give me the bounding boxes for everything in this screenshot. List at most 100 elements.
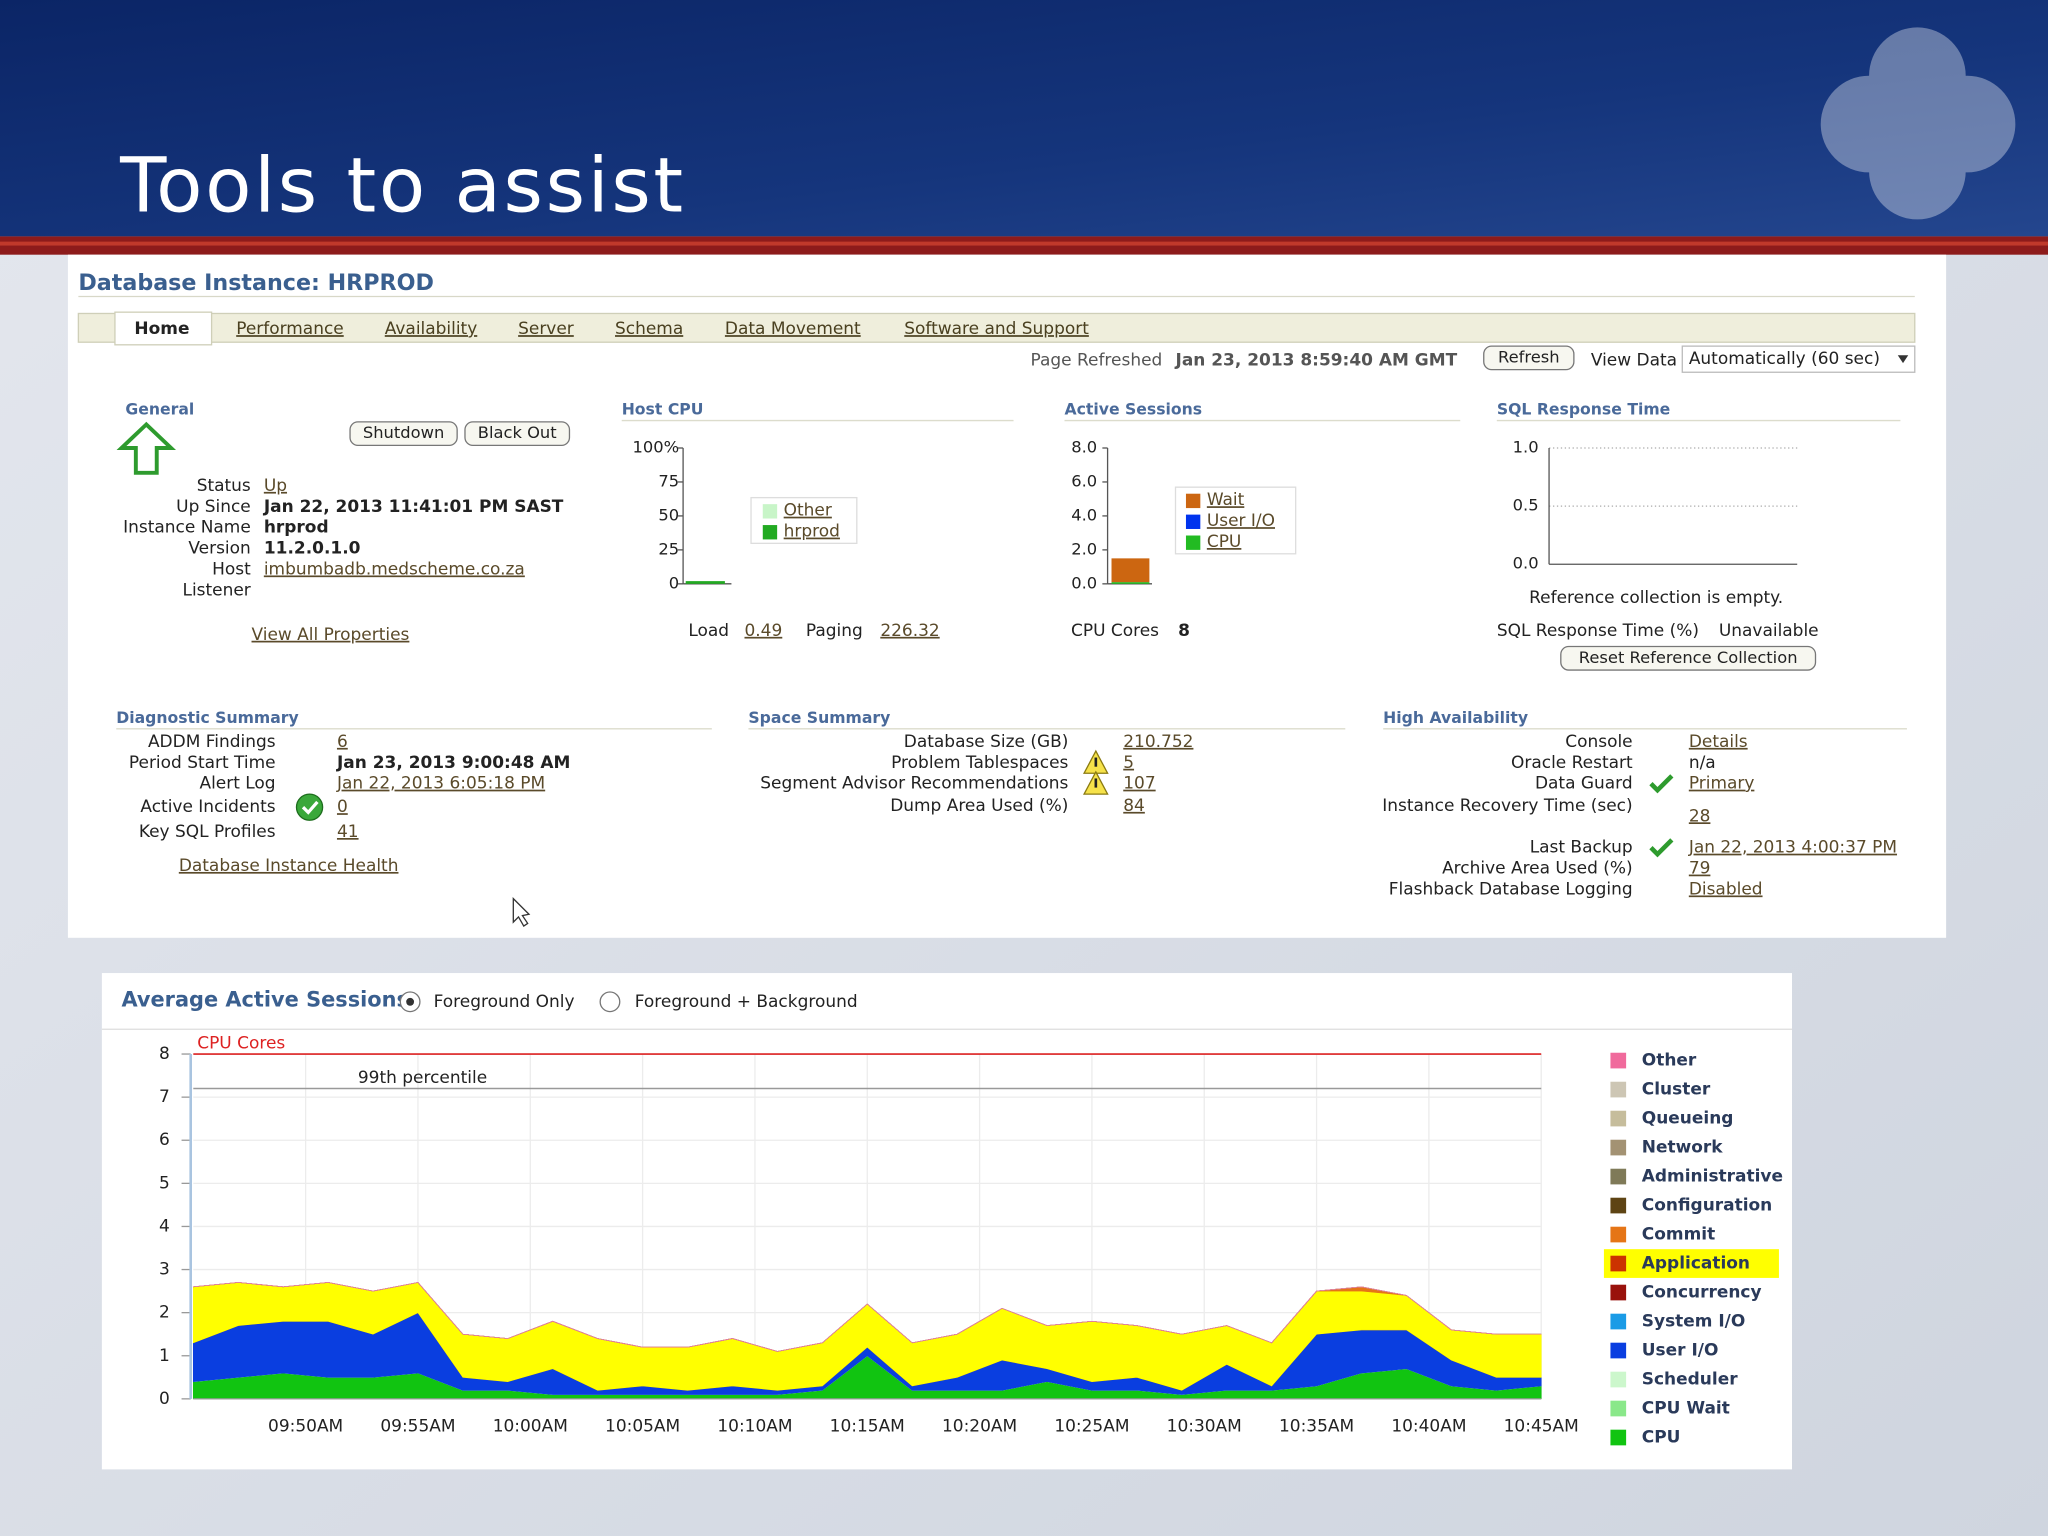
field-label: Oracle Restart xyxy=(1511,753,1633,773)
legend-label: Other xyxy=(1642,1051,1697,1071)
legend-label: Concurrency xyxy=(1642,1283,1762,1303)
legend-label: Network xyxy=(1642,1138,1724,1158)
field-value[interactable]: Jan 22, 2013 6:05:18 PM xyxy=(336,774,545,794)
legend-swatch xyxy=(1610,1342,1627,1359)
health-link[interactable]: Database Instance Health xyxy=(179,856,399,876)
legend-label[interactable]: CPU xyxy=(1207,532,1242,552)
reset-button-label: Reset Reference Collection xyxy=(1579,648,1798,667)
y-tick-label: 1 xyxy=(159,1346,170,1366)
status-up-icon xyxy=(116,421,177,475)
shutdown-button-label: Shutdown xyxy=(363,423,444,442)
field-label: Database Size (GB) xyxy=(904,732,1069,752)
tab[interactable]: Software and Support xyxy=(904,319,1089,339)
legend-swatch xyxy=(1610,1255,1627,1272)
logo-circle xyxy=(1820,75,1918,173)
y-tick-label: 2.0 xyxy=(1071,539,1097,558)
load-label: Load xyxy=(688,621,729,641)
legend-swatch xyxy=(1610,1168,1627,1185)
logo-circle xyxy=(1869,27,1966,125)
load-value[interactable]: 0.49 xyxy=(744,621,782,641)
banner xyxy=(0,0,2048,237)
cpu-cores-label: CPU Cores xyxy=(1071,621,1159,641)
refresh-button-label: Refresh xyxy=(1498,347,1560,366)
field-label: Archive Area Used (%) xyxy=(1442,859,1633,879)
reset-button[interactable] xyxy=(1560,645,1817,671)
field-value[interactable]: Primary xyxy=(1689,774,1755,794)
bar-segment xyxy=(685,581,725,584)
view-data-value: Automatically (60 sec) xyxy=(1689,349,1880,369)
field-label: ADDM Findings xyxy=(148,732,276,752)
refresh-button[interactable] xyxy=(1483,345,1575,371)
reference-label: CPU Cores xyxy=(197,1034,285,1054)
paging-label: Paging xyxy=(806,621,863,641)
field-value[interactable]: 5 xyxy=(1123,753,1134,773)
legend-label: CPU Wait xyxy=(1642,1399,1730,1419)
tab[interactable]: Performance xyxy=(236,319,344,339)
field-value[interactable]: Disabled xyxy=(1689,879,1763,899)
x-tick-label: 10:25AM xyxy=(1054,1416,1129,1436)
tab[interactable]: Server xyxy=(518,319,574,339)
active-tab[interactable] xyxy=(114,311,213,346)
legend-highlight xyxy=(1603,1249,1779,1278)
tab[interactable]: Data Movement xyxy=(725,319,861,339)
tab[interactable]: Schema xyxy=(615,319,683,339)
field-value: Jan 22, 2013 11:41:01 PM SAST xyxy=(263,497,564,517)
field-label: Up Since xyxy=(176,497,251,517)
warning-icon-mark xyxy=(1094,778,1098,788)
shutdown-button[interactable] xyxy=(349,421,458,447)
legend-label[interactable]: User I/O xyxy=(1207,511,1275,531)
y-tick-label: 0.0 xyxy=(1071,573,1097,592)
y-tick-label: 25 xyxy=(658,539,679,558)
legend-swatch xyxy=(1610,1110,1627,1127)
legend-swatch xyxy=(1610,1313,1627,1330)
field-value[interactable]: 107 xyxy=(1123,774,1155,794)
bar-segment xyxy=(1111,582,1150,584)
warning-icon-mark xyxy=(1094,757,1098,767)
reference-label: 99th percentile xyxy=(358,1068,487,1088)
refresh-time: Jan 23, 2013 8:59:40 AM GMT xyxy=(1175,350,1458,370)
refresh-label: Page Refreshed xyxy=(1031,350,1163,370)
legend-swatch xyxy=(1185,493,1201,509)
view-data-select[interactable] xyxy=(1681,345,1916,373)
view-properties-link[interactable]: View All Properties xyxy=(252,625,410,645)
legend-label[interactable]: Other xyxy=(784,501,832,521)
field-value[interactable]: Jan 22, 2013 4:00:37 PM xyxy=(1688,838,1897,858)
y-tick-label: 1.0 xyxy=(1513,438,1539,457)
legend-label[interactable]: Wait xyxy=(1207,490,1245,510)
field-value[interactable]: Details xyxy=(1689,732,1748,752)
legend-label: Configuration xyxy=(1642,1196,1772,1216)
legend-swatch xyxy=(1610,1139,1627,1156)
field-value[interactable]: imbumbadb.medscheme.co.za xyxy=(264,559,525,579)
y-tick-label: 6 xyxy=(159,1130,170,1150)
radio[interactable] xyxy=(599,991,621,1013)
x-tick-label: 09:50AM xyxy=(268,1416,343,1436)
field-label: Flashback Database Logging xyxy=(1389,879,1633,899)
legend-label: User I/O xyxy=(1642,1341,1719,1361)
field-value[interactable]: 41 xyxy=(337,822,359,842)
field-value[interactable]: Up xyxy=(264,476,287,496)
y-tick-label: 0 xyxy=(669,573,679,592)
field-value[interactable]: 84 xyxy=(1123,796,1145,816)
x-tick-label: 10:00AM xyxy=(493,1416,568,1436)
section-heading: Active Sessions xyxy=(1064,400,1202,419)
y-tick-label: 6.0 xyxy=(1071,471,1097,490)
field-value[interactable]: 6 xyxy=(337,732,348,752)
field-label: Console xyxy=(1565,732,1632,752)
legend-label[interactable]: hrprod xyxy=(784,522,840,542)
tab: Home xyxy=(134,319,189,339)
logo-circle xyxy=(1869,122,1966,220)
field-value: Jan 23, 2013 9:00:48 AM xyxy=(336,753,570,773)
paging-value[interactable]: 226.32 xyxy=(880,621,939,641)
field-value[interactable]: 0 xyxy=(337,797,348,817)
sql-status: Unavailable xyxy=(1719,621,1819,641)
x-tick-label: 10:20AM xyxy=(942,1416,1017,1436)
x-tick-label: 10:05AM xyxy=(605,1416,680,1436)
legend-swatch xyxy=(1610,1400,1627,1417)
y-tick-label: 8 xyxy=(159,1044,170,1064)
blackout-button[interactable] xyxy=(464,421,571,447)
field-value[interactable]: 28 xyxy=(1689,806,1711,826)
field-value[interactable]: 79 xyxy=(1689,859,1711,879)
field-label: Instance Recovery Time (sec) xyxy=(1382,796,1632,816)
tab[interactable]: Availability xyxy=(385,319,478,339)
field-value[interactable]: 210.752 xyxy=(1123,732,1193,752)
